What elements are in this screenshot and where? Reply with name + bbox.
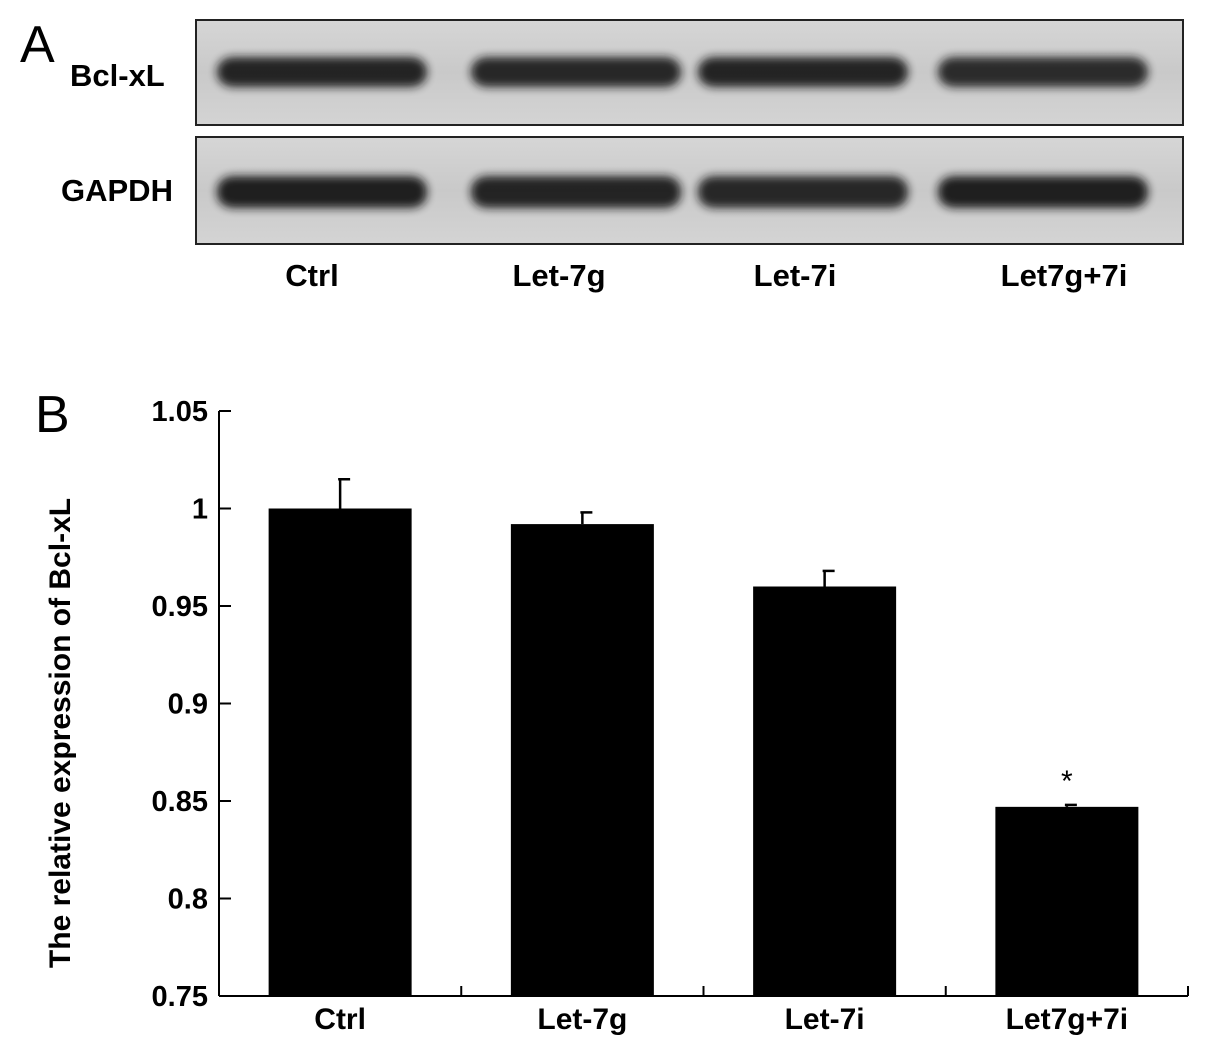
blot-gapdh: GAPDH (61, 136, 1184, 245)
y-axis-label: The relative expression of Bcl-xL (44, 498, 77, 968)
panel-b: B The relative expression of Bcl-xL Ctrl… (35, 386, 1189, 1036)
lane-label-let7g-7i: Let7g+7i (1001, 258, 1128, 293)
y-tick-label-0-75: 0.75 (152, 981, 208, 1013)
x-tick-label-let7g-7i: Let7g+7i (1006, 1003, 1129, 1036)
blot-bcl-xl-bands (217, 57, 1148, 87)
bar-let-7g (510, 524, 654, 996)
y-tick-label-1-05: 1.05 (152, 396, 208, 428)
y-tick-label-0-9: 0.9 (168, 689, 208, 721)
band-bcl-xl-let7g-7i (938, 57, 1148, 87)
blot-label-gapdh: GAPDH (61, 173, 173, 208)
lane-labels: Ctrl Let-7g Let-7i Let7g+7i (285, 258, 1127, 293)
bar-chart: Ctrl Let-7g Let-7i * Let7g+7i 0.75 0.8 0.85 0.9 0… (152, 396, 1189, 1036)
band-gapdh-let-7i (698, 176, 908, 208)
x-tick-label-ctrl: Ctrl (314, 1003, 366, 1036)
lane-label-ctrl: Ctrl (285, 258, 338, 293)
band-gapdh-let-7g (471, 176, 681, 208)
band-bcl-xl-let-7i (698, 57, 908, 87)
band-bcl-xl-let-7g (471, 57, 681, 87)
bar-ctrl (268, 508, 412, 996)
bar-let-7i (753, 586, 897, 996)
band-bcl-xl-ctrl (217, 57, 427, 87)
panel-a-letter: A (20, 16, 55, 74)
bar-let7g-7i (995, 806, 1139, 996)
blot-gapdh-bands (217, 176, 1148, 208)
y-tick-label-0-95: 0.95 (152, 591, 208, 623)
panel-b-letter: B (35, 386, 70, 444)
blot-label-bcl-xl: Bcl-xL (70, 58, 165, 93)
blot-bcl-xl: Bcl-xL (70, 19, 1184, 126)
x-tick-label-let-7g: Let-7g (537, 1003, 627, 1036)
band-gapdh-let7g-7i (938, 176, 1148, 208)
panel-a: A Bcl-xL GAPDH Ctrl Let-7g Let-7i Let7g+… (20, 16, 1184, 293)
y-tick-label-0-8: 0.8 (168, 884, 208, 916)
lane-label-let-7g: Let-7g (513, 258, 606, 293)
band-gapdh-ctrl (217, 176, 427, 208)
y-tick-label-0-85: 0.85 (152, 786, 208, 818)
significance-marker-let7g-7i: * (1061, 765, 1073, 798)
y-tick-label-1: 1 (192, 494, 208, 526)
x-tick-label-let-7i: Let-7i (785, 1003, 865, 1036)
lane-label-let-7i: Let-7i (754, 258, 837, 293)
